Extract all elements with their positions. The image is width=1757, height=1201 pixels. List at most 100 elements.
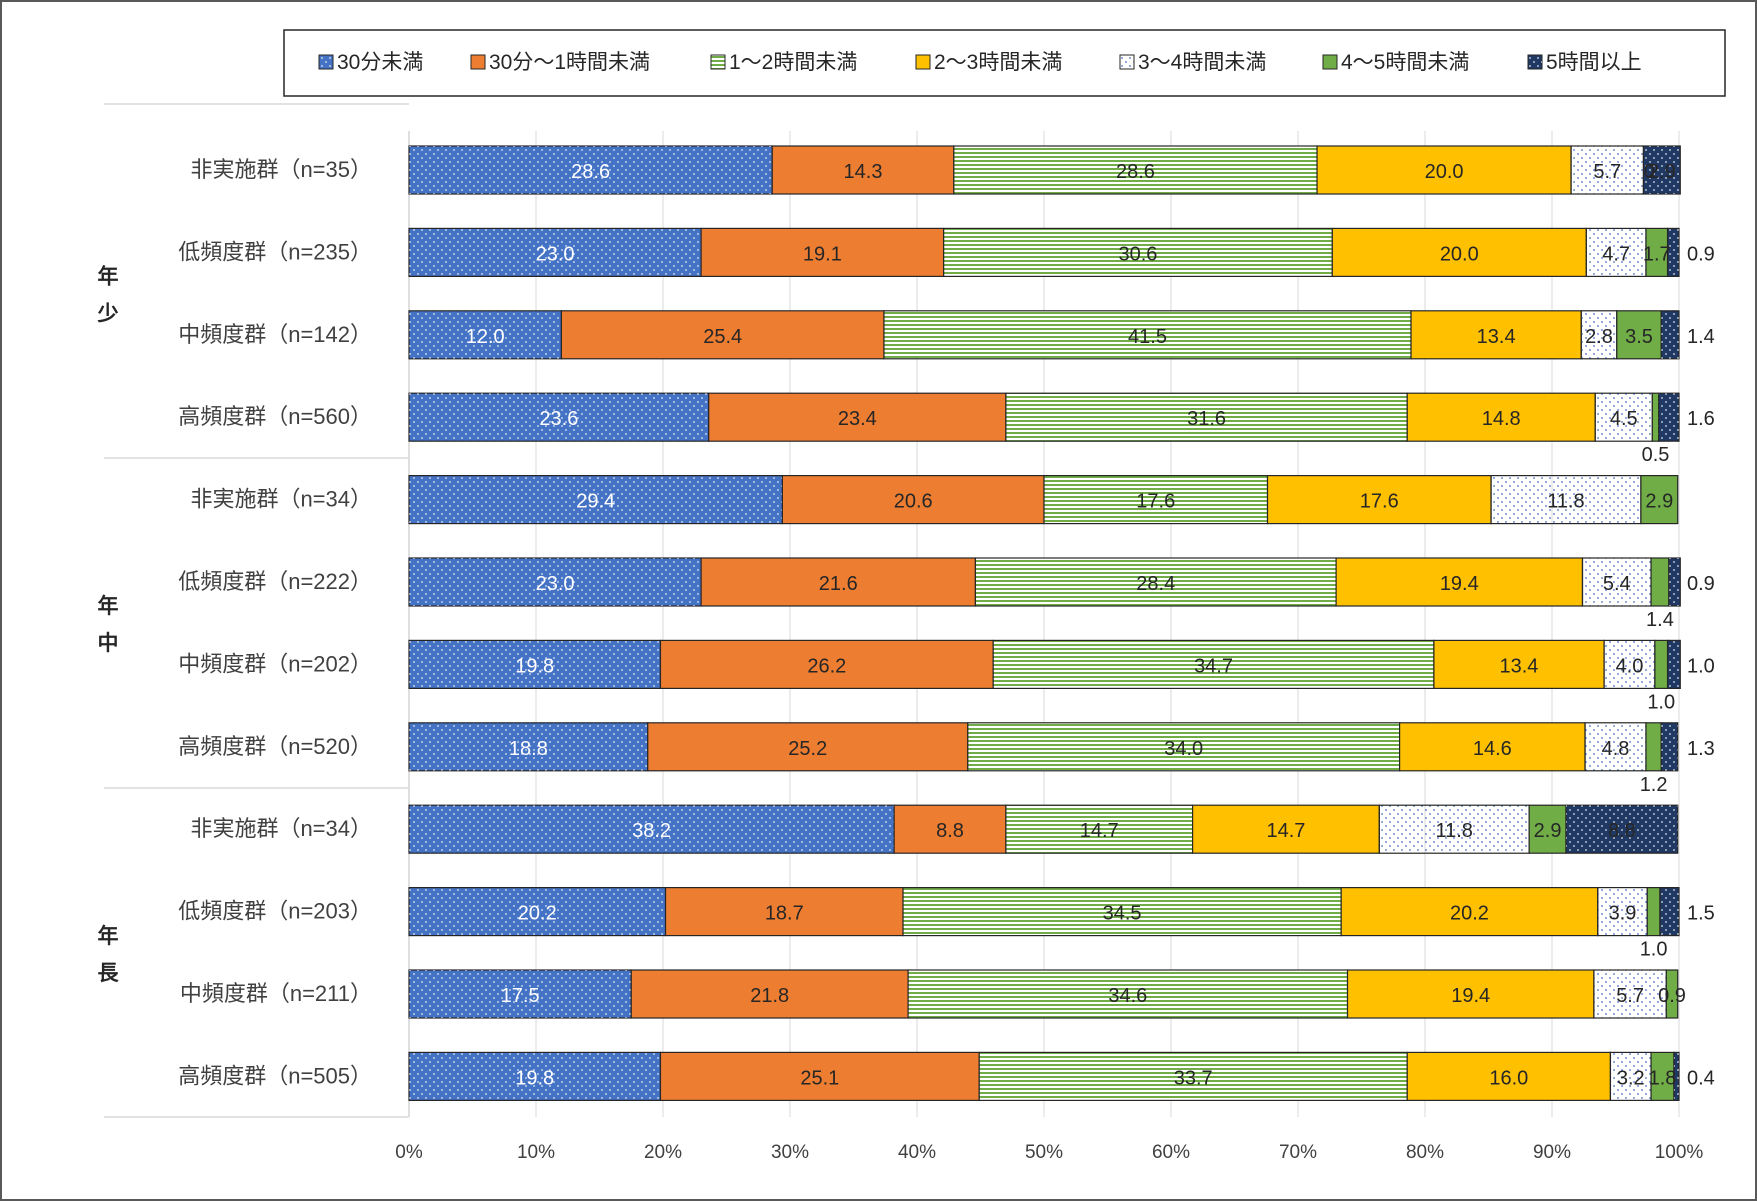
data-label: 11.8	[1435, 820, 1472, 842]
data-label: 4.7	[1602, 243, 1630, 265]
bar-segment-pattern	[1673, 1052, 1679, 1101]
category-label: 中頻度群（n=202）	[178, 651, 372, 676]
bar-segment	[943, 227, 1333, 277]
data-label: 30.6	[1119, 243, 1158, 265]
bar-segment	[1005, 392, 1408, 442]
category-label: 非実施群（n=34）	[190, 816, 372, 841]
bar-segment	[1191, 804, 1380, 854]
bar-segment	[953, 145, 1318, 195]
data-label: 33.7	[1174, 1067, 1213, 1089]
bar-segment	[1581, 557, 1652, 607]
bar-segment	[630, 969, 909, 1019]
x-tick-label: 40%	[898, 1142, 936, 1163]
legend-swatch	[1119, 54, 1135, 70]
bar-segment	[1651, 392, 1660, 442]
data-label: 17.6	[1136, 491, 1175, 513]
data-label: 8.8	[1608, 820, 1636, 842]
data-label: 28.6	[1116, 161, 1155, 183]
legend-label: 30分未満	[337, 51, 423, 74]
x-tick-label: 20%	[644, 1142, 682, 1163]
data-label: 17.6	[1360, 491, 1399, 513]
data-label: 0	[1644, 161, 1655, 183]
bar-segment	[1266, 475, 1492, 525]
data-label: 4.8	[1602, 738, 1630, 760]
bar-segment-pattern	[1668, 558, 1681, 606]
bar-segment-pattern	[409, 228, 702, 277]
legend-swatch	[710, 54, 726, 70]
data-label: 14.7	[1080, 820, 1119, 842]
group-label: 年中	[98, 594, 119, 655]
data-label: 25.1	[800, 1067, 839, 1089]
data-label: 19.8	[515, 1067, 554, 1089]
x-tick-label: 100%	[1655, 1142, 1704, 1163]
category-label: 高頻度群（n=520）	[178, 734, 372, 759]
legend-swatch-pattern	[1528, 55, 1542, 69]
data-label: 13.4	[1477, 326, 1516, 348]
data-label: 1.4	[1646, 609, 1674, 631]
bar-segment-pattern	[1667, 640, 1681, 689]
legend-swatch	[915, 54, 931, 70]
category-label: 非実施群（n=34）	[190, 487, 372, 512]
bar-segment	[1331, 227, 1587, 277]
bar-segment	[1433, 639, 1605, 690]
bar-segment	[1340, 886, 1599, 937]
data-label: 20.2	[1450, 903, 1489, 925]
data-label: 14.3	[844, 161, 883, 183]
data-label: 23.6	[539, 408, 578, 430]
bar-segment	[1640, 475, 1679, 525]
legend-box	[283, 29, 1726, 97]
category-label: 中頻度群（n=211）	[180, 981, 372, 1006]
bar-segment	[771, 145, 955, 195]
bar-segment	[1378, 804, 1530, 854]
bar-segment-pattern	[1643, 146, 1681, 194]
data-label: 14.8	[1482, 408, 1521, 430]
bar-segment-pattern	[409, 1052, 661, 1101]
bar-segment-pattern	[409, 558, 702, 606]
bar-segment	[1594, 392, 1653, 442]
data-label: 1.0	[1647, 691, 1675, 713]
data-label: 1.3	[1687, 738, 1715, 760]
bar-segment	[700, 227, 945, 277]
data-label: 25.2	[788, 738, 827, 760]
data-label: 3.2	[1617, 1067, 1645, 1089]
data-label: 18.8	[509, 738, 548, 760]
data-label: 3.9	[1609, 903, 1637, 925]
bar-segment-pattern	[1667, 228, 1679, 277]
bar-segment	[1585, 227, 1647, 277]
data-label: 1.7	[1643, 243, 1671, 265]
bar-segment	[647, 722, 969, 772]
x-tick-label: 60%	[1152, 1142, 1190, 1163]
data-label: 2.9	[1645, 491, 1673, 513]
data-label: 23.0	[536, 243, 575, 265]
bar-segment	[1043, 475, 1269, 525]
data-label: 34.6	[1108, 985, 1147, 1007]
data-label: 29.4	[576, 491, 615, 513]
x-tick-label: 0%	[395, 1142, 423, 1163]
data-label: 20.0	[1440, 243, 1479, 265]
data-label: 5.4	[1603, 573, 1631, 595]
data-label: 8.8	[936, 820, 964, 842]
data-label: 41.5	[1128, 326, 1167, 348]
x-tick-label: 90%	[1533, 1142, 1571, 1163]
data-label: 12.0	[466, 326, 505, 348]
data-label: 2.9	[1648, 161, 1676, 183]
bar-segment-pattern	[409, 805, 895, 854]
bar-segment-pattern	[1658, 393, 1679, 442]
data-label: 0.5	[1642, 444, 1670, 466]
legend-swatch-pattern	[319, 55, 333, 69]
group-label: 年長	[98, 924, 120, 985]
data-label: 1.2	[1640, 774, 1668, 796]
bar-segment	[1650, 557, 1670, 607]
data-label: 0.4	[1687, 1067, 1715, 1089]
group-label: 年少	[97, 265, 119, 326]
data-label: 31.6	[1187, 408, 1226, 430]
bar-segment-pattern	[409, 722, 648, 771]
data-label: 5.7	[1593, 161, 1621, 183]
bar-segment	[700, 557, 977, 607]
legend-label: 5時間以上	[1546, 51, 1642, 74]
x-tick-label: 70%	[1279, 1142, 1317, 1163]
bar-segment	[992, 639, 1435, 690]
data-label: 1.4	[1687, 326, 1715, 348]
data-label: 3.5	[1625, 326, 1653, 348]
